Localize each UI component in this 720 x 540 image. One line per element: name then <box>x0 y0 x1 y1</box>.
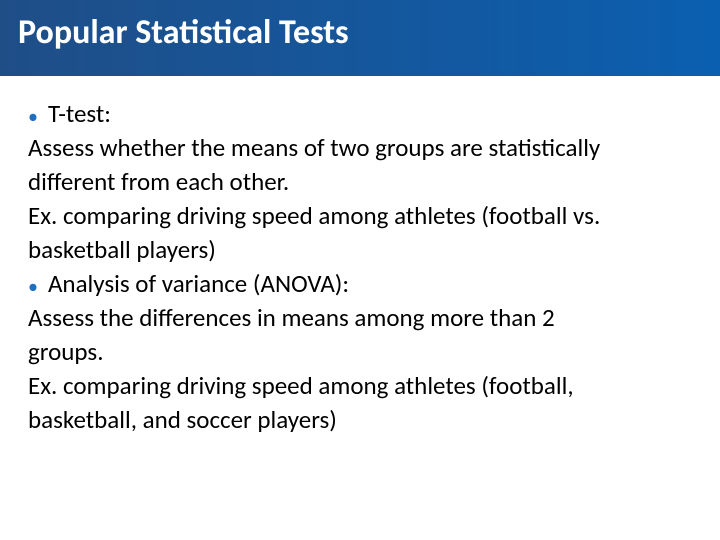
title-bar: Popular Statistical Tests <box>0 0 720 78</box>
slide: Popular Statistical Tests • T-test: Asse… <box>0 0 720 540</box>
bullet-label-2: Analysis of variance (ANOVA): <box>48 268 349 300</box>
text-line: basketball, and soccer players) <box>28 404 692 436</box>
text-line: basketball players) <box>28 234 692 266</box>
text-line: Ex. comparing driving speed among athlet… <box>28 200 692 232</box>
slide-body: • T-test: Assess whether the means of tw… <box>0 78 720 436</box>
bullet-label-1: T-test: <box>48 98 111 130</box>
text-line: different from each other. <box>28 166 692 198</box>
text-line: Ex. comparing driving speed among athlet… <box>28 370 692 402</box>
slide-title: Popular Statistical Tests <box>18 14 702 51</box>
text-line: Assess the differences in means among mo… <box>28 302 692 334</box>
bullet-icon: • <box>28 277 38 297</box>
text-line: groups. <box>28 336 692 368</box>
bullet-item-1: • T-test: <box>28 98 692 130</box>
text-line: Assess whether the means of two groups a… <box>28 132 692 164</box>
bullet-icon: • <box>28 107 38 127</box>
bullet-item-2: • Analysis of variance (ANOVA): <box>28 268 692 300</box>
